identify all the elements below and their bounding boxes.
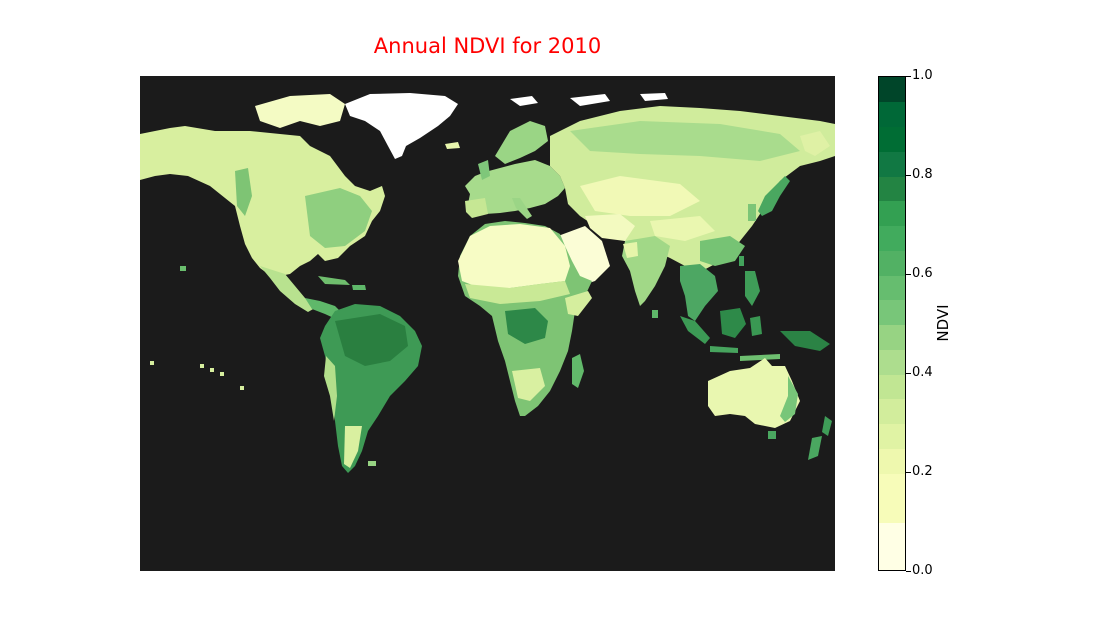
severnaya-zemlya [640, 93, 668, 101]
hawaii [180, 266, 186, 271]
colorbar-tick-mark [906, 372, 911, 374]
madagascar [572, 354, 584, 388]
british-isles [478, 160, 490, 180]
philippines [745, 271, 760, 306]
colorbar-bin [879, 448, 905, 474]
persia [585, 214, 635, 241]
horn-of-africa [565, 291, 592, 316]
colorbar-bin [879, 275, 905, 301]
sumatra [680, 316, 710, 344]
siberian-taiga [570, 121, 800, 161]
pacific-northwest [235, 168, 252, 216]
colorbar-bin [879, 398, 905, 424]
new-guinea [780, 331, 830, 351]
sahara [458, 224, 570, 288]
sulawesi [750, 316, 762, 336]
colorbar-bin [879, 250, 905, 276]
iceland [445, 142, 460, 149]
map-title: Annual NDVI for 2010 [373, 34, 602, 58]
greenland [345, 93, 458, 159]
taiwan [739, 256, 744, 266]
colorbar-tick-mark [906, 75, 911, 77]
sahel [465, 281, 570, 304]
korea [748, 204, 756, 221]
colorbar-tick-mark [906, 570, 911, 572]
italy [512, 198, 532, 219]
colorbar-label: NDVI [934, 304, 952, 342]
colorbar-bin [879, 349, 905, 375]
novaya-zemlya [570, 94, 610, 106]
patagonia [344, 426, 362, 468]
andes-dry [324, 356, 337, 421]
colorbar [878, 76, 906, 571]
kamchatka [800, 131, 830, 156]
svalbard [510, 96, 538, 106]
amazon [335, 314, 408, 366]
colorbar-bin [879, 225, 905, 251]
colorbar-bin [879, 473, 905, 523]
arctic-islands [255, 94, 345, 128]
sri-lanka [652, 310, 658, 318]
new-zealand-north [822, 416, 832, 436]
colorbar-tick-label: 0.2 [912, 464, 933, 479]
tibet [650, 216, 715, 241]
congo-basin [505, 308, 548, 344]
eastern-forest [305, 188, 372, 248]
indochina [680, 264, 718, 321]
colorbar-tick-label: 0.6 [912, 266, 933, 281]
mexico [260, 266, 315, 312]
colorbar-tick-mark [906, 471, 911, 473]
iberia [465, 198, 488, 218]
colorbar-bin [879, 176, 905, 202]
colorbar-tick-label: 0.0 [912, 563, 933, 578]
colorbar-bin [879, 324, 905, 350]
kalahari [512, 368, 545, 401]
australia [708, 358, 800, 428]
map-panel [140, 76, 835, 571]
colorbar-tick-mark [906, 174, 911, 176]
colorbar-tick-label: 0.4 [912, 365, 933, 380]
hispaniola [352, 285, 366, 290]
colorbar-bin [879, 522, 905, 570]
colorbar-bin [879, 77, 905, 103]
thar-desert [623, 242, 638, 258]
australia-east-coast [780, 376, 798, 422]
colorbar-bin [879, 374, 905, 400]
colorbar-bin [879, 101, 905, 127]
japan [758, 176, 790, 216]
colorbar-bin [879, 200, 905, 226]
colorbar-tick-label: 1.0 [912, 68, 933, 83]
colorbar-bin [879, 151, 905, 177]
falklands [368, 461, 376, 466]
colorbar-bin [879, 299, 905, 325]
world-map [140, 76, 835, 571]
cuba [318, 276, 350, 285]
europe [465, 160, 565, 214]
colorbar-tick-mark [906, 273, 911, 275]
new-zealand-south [808, 436, 822, 460]
colorbar-gradient [879, 77, 905, 570]
colorbar-bin [879, 126, 905, 152]
colorbar-bin [879, 423, 905, 449]
south-china [700, 236, 745, 266]
colorbar-tick-label: 0.8 [912, 167, 933, 182]
java [710, 346, 738, 353]
tasmania [768, 431, 776, 439]
scandinavia [495, 121, 548, 164]
borneo [720, 308, 746, 338]
central-asia-desert [580, 176, 700, 216]
lesser-sunda [740, 354, 780, 361]
